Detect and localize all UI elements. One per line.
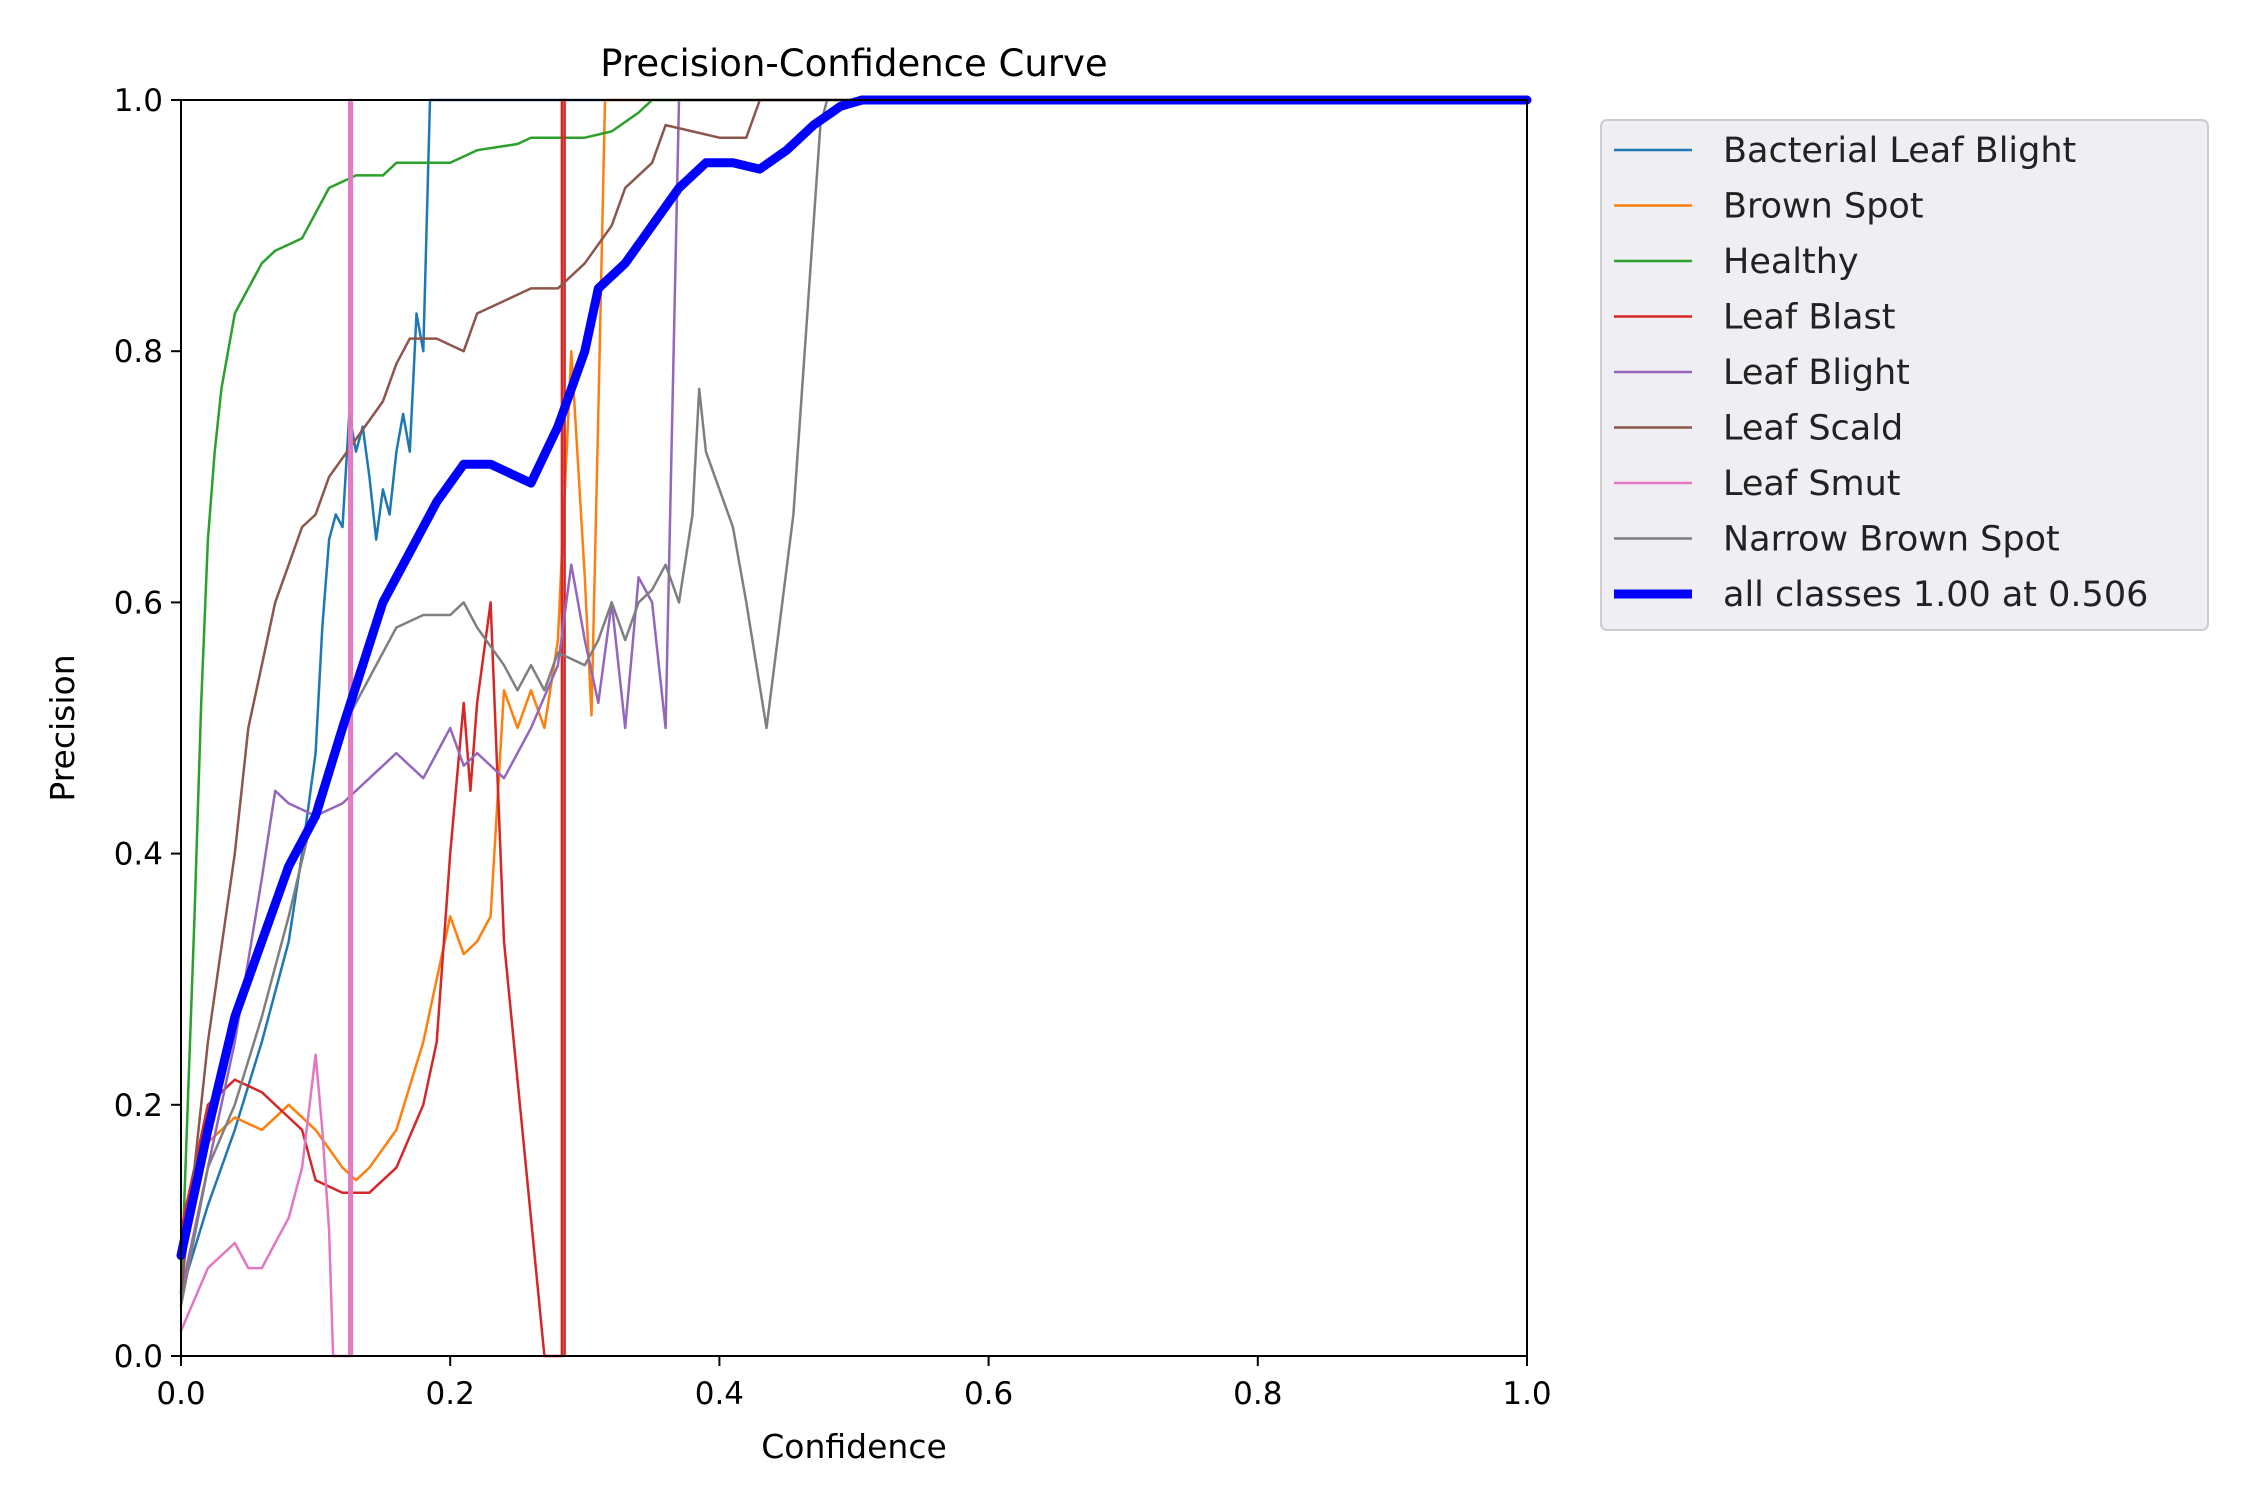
x-axis-ticks: 0.0 0.2 0.4 0.6 0.8 1.0 [156,1356,1552,1412]
legend-label-8: all classes 1.00 at 0.506 [1723,575,2148,615]
chart-title: Precision-Confidence Curve [600,42,1107,85]
legend-label-4: Leaf Blight [1723,353,1910,393]
x-tick-label: 1.0 [1502,1376,1551,1412]
y-tick-label: 0.6 [114,585,163,621]
legend: Bacterial Leaf Blight Brown Spot Healthy Le… [1600,119,2209,631]
x-tick-label: 0.6 [964,1376,1013,1412]
y-tick-label: 0.4 [114,837,163,873]
y-axis-ticks: 0.0 0.2 0.4 0.6 0.8 1.0 [114,83,181,1375]
series-line-5 [179,98,1529,1295]
series-line-1 [179,98,1529,1257]
legend-label-2: Healthy [1723,242,1859,282]
y-tick-label: 0.0 [114,1339,163,1375]
x-tick-label: 0.0 [156,1376,205,1412]
series-line-8 [176,95,1532,1260]
legend-label-6: Leaf Smut [1723,464,1901,504]
legend-items: Bacterial Leaf Blight Brown Spot Healthy Le… [1614,131,2148,615]
y-tick-label: 1.0 [114,83,163,119]
y-tick-label: 0.8 [114,334,163,370]
x-tick-label: 0.4 [695,1376,744,1412]
y-axis-label: Precision [43,654,82,801]
x-tick-label: 0.8 [1233,1376,1282,1412]
series-line-7 [179,98,1529,1308]
series-line-4 [179,98,1529,1295]
y-tick-label: 0.2 [114,1088,163,1124]
x-axis-label: Confidence [761,1427,947,1466]
legend-label-0: Bacterial Leaf Blight [1723,131,2076,171]
x-tick-label: 0.2 [426,1376,475,1412]
series-line-3 [179,98,566,1358]
series-line-0 [179,98,1529,1295]
series-line-6 [179,98,354,1358]
plot-lines [176,95,1532,1358]
legend-box [1600,119,2209,631]
series-line-2 [179,98,1529,1295]
plot-frame [180,99,1528,1357]
legend-label-5: Leaf Scald [1723,409,1903,449]
legend-label-3: Leaf Blast [1723,298,1895,338]
legend-label-1: Brown Spot [1723,187,1924,227]
legend-label-7: Narrow Brown Spot [1723,520,2060,560]
